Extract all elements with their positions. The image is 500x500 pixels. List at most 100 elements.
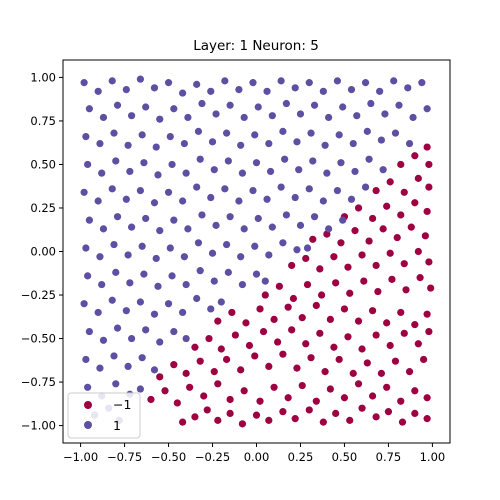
data-point-pos1 (291, 84, 299, 92)
data-point-pos1 (128, 334, 136, 343)
data-point-neg1 (383, 202, 391, 210)
legend-marker-pos1 (84, 421, 92, 429)
data-point-pos1 (150, 84, 159, 92)
data-point-neg1 (386, 249, 394, 257)
data-point-neg1 (386, 341, 394, 350)
data-point-neg1 (414, 340, 422, 348)
data-point-pos1 (138, 242, 146, 250)
data-point-neg1 (423, 207, 431, 216)
data-point-neg1 (423, 415, 431, 423)
data-point-neg1 (360, 277, 368, 285)
data-point-pos1 (339, 216, 347, 224)
data-point-neg1 (302, 340, 310, 348)
data-point-pos1 (251, 131, 259, 139)
data-point-neg1 (259, 327, 268, 336)
data-point-neg1 (397, 211, 405, 219)
data-point-pos1 (136, 75, 144, 83)
data-point-pos1 (207, 193, 215, 202)
data-point-neg1 (411, 152, 419, 160)
data-point-neg1 (374, 287, 382, 296)
data-point-neg1 (365, 237, 373, 245)
data-point-neg1 (330, 253, 338, 261)
data-point-pos1 (152, 254, 160, 263)
data-point-neg1 (214, 380, 222, 388)
data-point-neg1 (340, 394, 349, 402)
data-point-neg1 (372, 261, 380, 270)
data-point-pos1 (240, 225, 248, 233)
data-point-neg1 (196, 357, 204, 365)
data-point-pos1 (223, 240, 231, 249)
data-point-neg1 (405, 368, 414, 376)
data-point-neg1 (346, 416, 354, 424)
data-point-neg1 (379, 225, 387, 233)
data-point-neg1 (298, 381, 306, 390)
data-point-neg1 (369, 307, 377, 315)
data-point-pos1 (207, 305, 215, 313)
data-point-neg1 (298, 314, 306, 322)
data-point-pos1 (251, 242, 259, 250)
data-point-pos1 (112, 157, 120, 165)
data-point-pos1 (323, 169, 331, 177)
legend-label-pos1: 1 (113, 418, 121, 433)
data-point-pos1 (154, 171, 162, 179)
data-point-pos1 (235, 86, 243, 94)
data-point-pos1 (85, 216, 93, 224)
data-point-pos1 (84, 272, 92, 280)
data-point-neg1 (284, 394, 292, 402)
data-point-pos1 (170, 327, 178, 336)
y-tick-label: 0.25 (30, 201, 56, 215)
data-point-pos1 (325, 225, 333, 233)
data-point-pos1 (353, 112, 361, 120)
data-point-neg1 (400, 188, 408, 196)
data-point-pos1 (96, 253, 104, 261)
data-point-pos1 (210, 166, 218, 174)
data-point-pos1 (164, 79, 173, 87)
data-point-neg1 (326, 385, 334, 393)
data-point-neg1 (411, 199, 419, 207)
data-point-pos1 (128, 112, 136, 120)
legend-marker-neg1 (84, 401, 92, 409)
data-point-pos1 (376, 87, 384, 95)
data-point-neg1 (319, 418, 327, 426)
data-point-neg1 (369, 392, 377, 400)
data-point-neg1 (200, 392, 208, 400)
data-point-neg1 (384, 408, 393, 416)
data-point-neg1 (400, 329, 408, 337)
data-point-neg1 (228, 308, 236, 317)
data-point-pos1 (196, 267, 204, 275)
data-point-neg1 (332, 279, 340, 287)
data-point-pos1 (212, 110, 220, 118)
data-point-pos1 (99, 113, 108, 122)
data-point-pos1 (217, 298, 225, 306)
data-point-pos1 (80, 79, 88, 87)
data-point-pos1 (295, 166, 303, 174)
data-point-pos1 (305, 185, 313, 193)
data-point-pos1 (112, 380, 120, 388)
data-point-pos1 (166, 244, 174, 252)
data-point-pos1 (252, 159, 261, 167)
x-tick-label: −0.50 (151, 450, 186, 464)
data-point-neg1 (238, 420, 247, 428)
data-point-neg1 (270, 383, 278, 391)
data-point-pos1 (150, 310, 159, 318)
data-point-neg1 (214, 317, 222, 325)
data-point-pos1 (265, 139, 273, 148)
data-point-pos1 (296, 110, 305, 118)
data-point-pos1 (224, 157, 232, 165)
data-point-neg1 (217, 345, 225, 353)
data-point-pos1 (122, 195, 130, 203)
data-point-neg1 (383, 319, 391, 327)
data-point-neg1 (332, 409, 340, 417)
data-point-neg1 (303, 280, 312, 289)
data-point-neg1 (423, 394, 431, 402)
data-point-neg1 (191, 413, 199, 421)
y-tick-label: 0.50 (30, 157, 56, 171)
data-point-pos1 (367, 99, 375, 108)
data-point-pos1 (395, 101, 403, 109)
data-point-pos1 (226, 101, 234, 109)
data-point-neg1 (414, 247, 422, 256)
data-point-neg1 (242, 319, 250, 327)
data-point-neg1 (288, 326, 296, 334)
data-point-pos1 (347, 195, 356, 203)
data-point-neg1 (358, 251, 366, 259)
